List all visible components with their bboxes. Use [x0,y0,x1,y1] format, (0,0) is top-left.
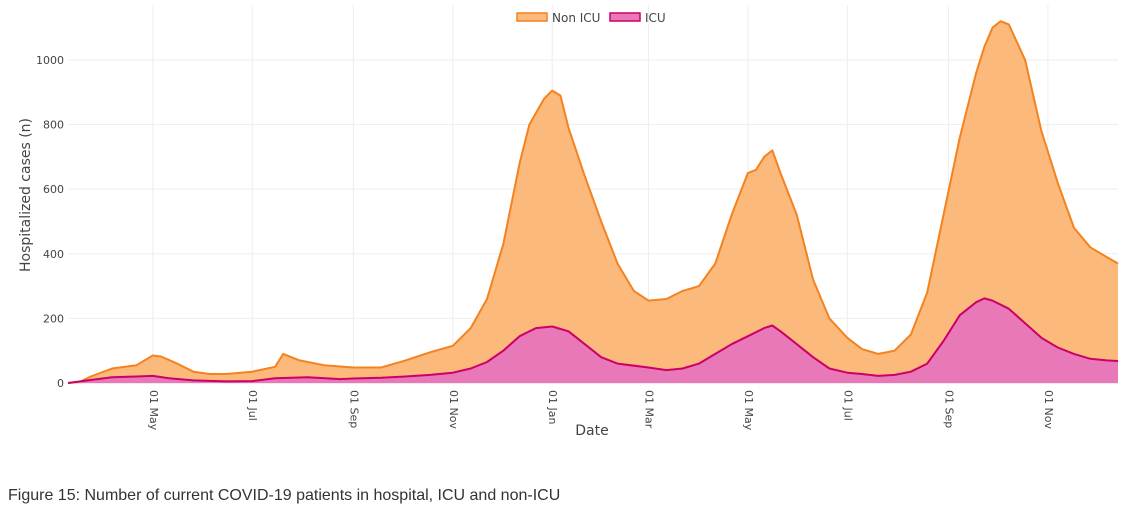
y-axis: 0 200 400 600 800 1000 [36,54,64,390]
figure-caption: Figure 15: Number of current COVID-19 pa… [8,487,561,504]
y-tick-label: 1000 [36,54,64,67]
area-fill-non-icu [68,21,1118,383]
x-tick-label: 01 May [742,390,755,431]
y-axis-title: Hospitalized cases (n) [18,118,34,272]
y-tick-label: 600 [43,183,64,196]
y-tick-label: 800 [43,119,64,132]
legend-swatch-icu [609,12,641,22]
plot-area [67,20,1119,384]
chart: 0 200 400 600 800 1000 01 May 01 Jul 01 Sep 01 N… [18,5,1119,439]
legend[interactable]: Non ICU ICU [516,11,666,25]
y-tick-label: 400 [43,248,64,261]
x-axis-title: Date [575,423,608,439]
x-tick-label: 01 Sep [942,390,955,428]
x-tick-label: 01 Jul [841,390,854,421]
x-axis: 01 May 01 Jul 01 Sep 01 Nov 01 Jan 01 Mar 01 M… [147,390,1055,431]
x-tick-label: 01 Jan [546,390,559,424]
x-tick-label: 01 Jul [246,390,259,421]
y-tick-label: 200 [43,312,64,325]
legend-label-non-icu: Non ICU [552,11,600,25]
legend-label-icu: ICU [645,11,666,25]
area-fill-icu [68,298,1118,383]
y-tick-label: 0 [57,377,64,390]
x-tick-label: 01 Nov [447,390,460,429]
x-tick-label: 01 Nov [1042,390,1055,429]
area-line-icu [67,297,1119,384]
area-line-non-icu [67,20,1119,384]
x-tick-label: 01 May [147,390,160,431]
x-tick-label: 01 Sep [347,390,360,428]
legend-swatch-non-icu [516,12,548,22]
x-tick-label: 01 Mar [642,390,655,429]
